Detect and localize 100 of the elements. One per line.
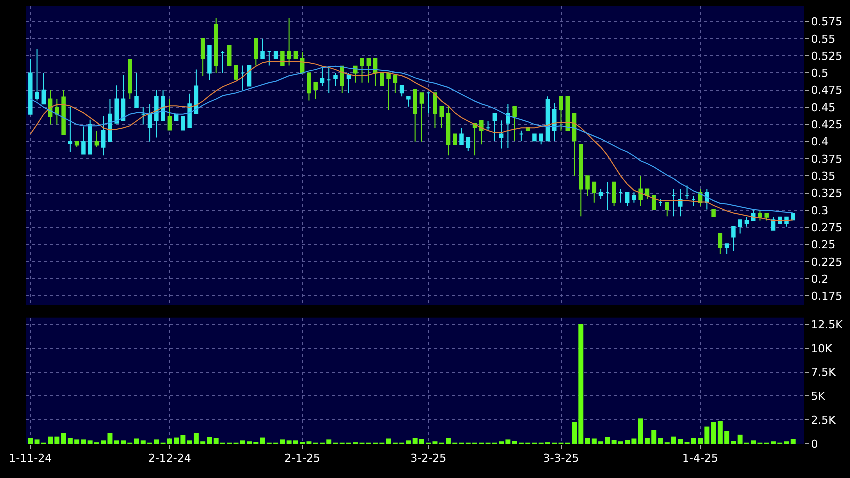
candlestick (579, 144, 584, 218)
candlestick (638, 176, 643, 207)
candlestick (82, 126, 86, 155)
candlestick (480, 120, 484, 146)
x-tick-label: 1-4-25 (682, 452, 718, 466)
candlestick (294, 51, 298, 60)
y-tick-label: 0.55 (811, 32, 836, 46)
x-tick-label: 2-1-25 (284, 452, 321, 466)
candlestick (42, 72, 46, 105)
candlestick (632, 192, 636, 204)
y-tick-label: 0.25 (811, 238, 836, 252)
candlestick (552, 102, 557, 142)
candlestick (712, 209, 716, 218)
x-tick-label: 2-12-24 (148, 452, 192, 466)
candlestick (546, 96, 550, 142)
y-tick-label: 0.475 (811, 84, 843, 98)
candlestick (280, 51, 285, 66)
candlestick (472, 124, 478, 156)
bar (28, 438, 34, 444)
candlestick (307, 72, 312, 102)
candlestick (220, 50, 226, 74)
candlestick (320, 66, 325, 87)
candlestick (460, 128, 464, 146)
candlestick (194, 69, 199, 114)
y-tick-label: 0.35 (811, 170, 836, 184)
candlestick (88, 119, 92, 155)
y-tick-label: 0.275 (811, 221, 843, 234)
candlestick (148, 104, 152, 142)
candlestick (154, 90, 159, 138)
y-tick-label: 12.5K (811, 318, 844, 332)
candlestick (420, 92, 424, 142)
candlestick (532, 134, 537, 142)
y-tick-label: 2.5K (811, 414, 837, 427)
candlestick (433, 92, 438, 129)
candlestick (598, 188, 604, 200)
y-tick-label: 0.375 (811, 152, 843, 166)
candlestick (227, 45, 232, 66)
y-tick-label: 10K (811, 342, 834, 356)
candlestick (672, 188, 676, 218)
candlestick (360, 58, 364, 84)
candlestick (314, 82, 318, 100)
candlestick (572, 113, 577, 177)
candlestick (55, 98, 60, 126)
candlestick (101, 116, 106, 156)
candlestick (373, 58, 378, 87)
candlestick (108, 98, 112, 142)
candlestick (254, 38, 258, 66)
candlestick (744, 216, 750, 228)
candlestick (334, 72, 338, 87)
candlestick (274, 51, 278, 60)
candlestick (181, 116, 186, 131)
y-tick-label: 0.45 (811, 101, 836, 114)
candlestick (168, 98, 172, 131)
candlestick (486, 120, 490, 132)
y-tick-label: 0.425 (811, 118, 843, 132)
y-tick-label: 7.5K (811, 366, 837, 380)
candlestick (506, 104, 510, 149)
y-tick-label: 0.175 (811, 290, 843, 304)
candlestick (678, 188, 683, 218)
candlestick (267, 51, 272, 66)
candlestick (440, 106, 444, 129)
candlestick (346, 72, 352, 94)
y-tick-label: 0.3 (811, 204, 829, 218)
candlestick (738, 220, 742, 234)
candlestick (612, 182, 616, 207)
y-tick-label: 0.325 (811, 187, 843, 200)
candlestick (512, 106, 517, 142)
candlestick (200, 38, 206, 76)
candlestick (592, 182, 597, 204)
candlestick (718, 233, 723, 255)
candlestick (128, 59, 132, 100)
candlestick (214, 18, 218, 74)
candlestick (446, 106, 451, 156)
x-tick-label: 1-11-24 (9, 452, 52, 466)
y-tick-label: 0.525 (811, 50, 843, 63)
candlestick (519, 130, 524, 142)
candlestick (406, 96, 411, 108)
candlestick (287, 18, 292, 66)
candlestick (134, 72, 139, 108)
candlestick (141, 107, 146, 126)
bar (108, 433, 113, 444)
candlestick (326, 66, 332, 94)
y-tick-label: 0.575 (811, 16, 843, 29)
candlestick (234, 65, 238, 81)
candlestick (758, 210, 762, 222)
candlestick (114, 85, 119, 124)
y-tick-label: 0.5 (811, 67, 829, 80)
candlestick (658, 198, 663, 207)
candlestick (28, 59, 33, 115)
candlestick (692, 196, 696, 207)
candlestick (393, 75, 398, 94)
candlestick (240, 65, 246, 91)
candlestick (732, 226, 736, 252)
candlestick (685, 185, 690, 200)
x-tick-label: 3-3-25 (543, 452, 580, 466)
candlestick (724, 244, 730, 255)
candlestick (625, 192, 630, 207)
candlestick (665, 202, 670, 218)
candlestick (62, 90, 66, 136)
candlestick (188, 93, 192, 128)
